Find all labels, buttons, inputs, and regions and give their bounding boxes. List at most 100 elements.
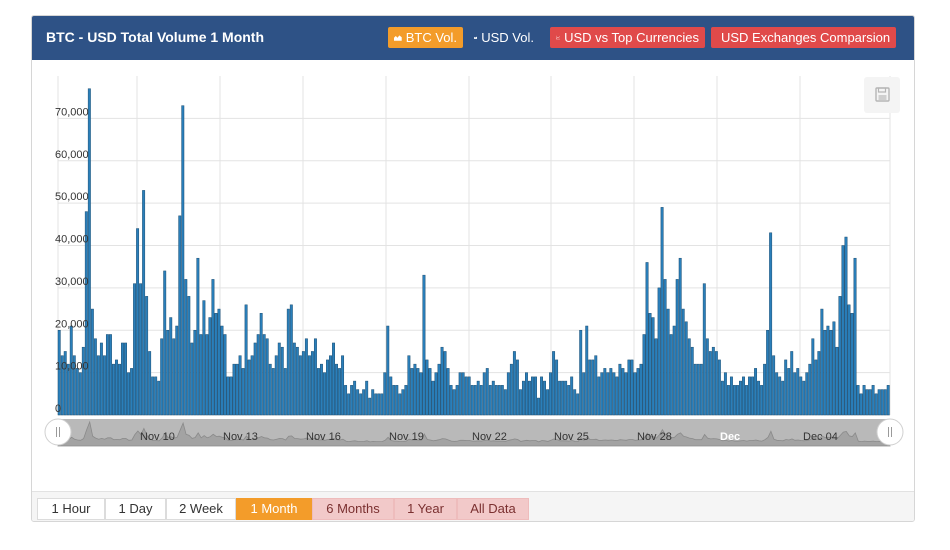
volume-bar[interactable] xyxy=(751,376,754,416)
volume-bar[interactable] xyxy=(470,385,474,416)
volume-bar[interactable] xyxy=(75,368,79,416)
volume-bar[interactable] xyxy=(365,380,369,416)
volume-bar[interactable] xyxy=(805,372,809,416)
volume-bar[interactable] xyxy=(87,88,91,416)
volume-bar[interactable] xyxy=(850,313,854,416)
volume-bar[interactable] xyxy=(651,317,655,416)
volume-bar[interactable] xyxy=(335,363,338,416)
volume-bar[interactable] xyxy=(404,385,408,416)
volume-bar[interactable] xyxy=(109,334,112,416)
volume-bar[interactable] xyxy=(262,334,266,416)
volume-bar[interactable] xyxy=(205,334,209,416)
volume-bar[interactable] xyxy=(528,380,531,416)
volume-bar[interactable] xyxy=(654,338,658,416)
volume-bar[interactable] xyxy=(684,321,688,416)
volume-bar[interactable] xyxy=(521,380,525,416)
volume-bar[interactable] xyxy=(142,190,146,416)
volume-bar[interactable] xyxy=(564,380,568,416)
volume-bar[interactable] xyxy=(289,304,293,416)
navigator-left-handle[interactable] xyxy=(44,418,72,446)
volume-bar[interactable] xyxy=(669,334,673,416)
volume-bar[interactable] xyxy=(790,351,794,416)
volume-bar[interactable] xyxy=(139,283,143,416)
volume-bar[interactable] xyxy=(413,363,417,416)
volume-bar[interactable] xyxy=(69,325,73,416)
volume-bar[interactable] xyxy=(467,376,471,416)
volume-bar[interactable] xyxy=(118,363,121,416)
volume-bar[interactable] xyxy=(256,334,260,416)
volume-bar[interactable] xyxy=(720,380,724,416)
volume-bar[interactable] xyxy=(368,397,372,416)
volume-bar[interactable] xyxy=(639,363,643,416)
volume-bar[interactable] xyxy=(754,368,758,416)
volume-bar[interactable] xyxy=(760,385,764,416)
volume-bar[interactable] xyxy=(217,308,221,416)
volume-bar[interactable] xyxy=(531,376,534,416)
volume-bar[interactable] xyxy=(841,245,845,416)
volume-bar[interactable] xyxy=(214,313,218,416)
volume-bar[interactable] xyxy=(452,389,456,416)
volume-bar[interactable] xyxy=(708,351,712,416)
volume-bar[interactable] xyxy=(491,380,495,416)
volume-bar[interactable] xyxy=(301,351,305,416)
volume-bar[interactable] xyxy=(570,376,574,416)
volume-bar[interactable] xyxy=(389,376,393,416)
volume-bar[interactable] xyxy=(172,338,176,416)
volume-bar[interactable] xyxy=(238,355,242,416)
volume-bar[interactable] xyxy=(585,325,589,416)
volume-bar[interactable] xyxy=(259,313,263,416)
volume-bar[interactable] xyxy=(880,389,884,416)
volume-bar[interactable] xyxy=(714,351,718,416)
volume-bar[interactable] xyxy=(811,338,815,416)
volume-bar[interactable] xyxy=(127,372,130,416)
volume-bar[interactable] xyxy=(121,342,124,416)
volume-bar[interactable] xyxy=(636,368,640,416)
volume-bar[interactable] xyxy=(232,363,236,416)
volume-bar[interactable] xyxy=(546,389,550,416)
volume-bar[interactable] xyxy=(660,207,664,416)
volume-bar[interactable] xyxy=(356,389,360,416)
volume-bar[interactable] xyxy=(313,338,317,416)
volume-bar[interactable] xyxy=(461,372,465,416)
volume-bar[interactable] xyxy=(597,376,601,416)
volume-bar[interactable] xyxy=(829,330,833,416)
range-1-hour-button[interactable]: 1 Hour xyxy=(37,498,105,520)
volume-bar[interactable] xyxy=(500,385,504,416)
volume-bar[interactable] xyxy=(696,363,700,416)
volume-bar[interactable] xyxy=(757,380,761,416)
volume-bar[interactable] xyxy=(160,338,164,416)
volume-bar[interactable] xyxy=(323,372,326,416)
volume-bar[interactable] xyxy=(383,372,387,416)
volume-bar[interactable] xyxy=(473,385,477,416)
volume-bar[interactable] xyxy=(310,351,314,416)
usd-exchanges-comparison-button[interactable]: USD Exchanges Comparsion xyxy=(711,27,896,48)
volume-bar[interactable] xyxy=(681,308,685,416)
volume-bar[interactable] xyxy=(766,330,770,416)
volume-bar[interactable] xyxy=(353,380,357,416)
volume-bar[interactable] xyxy=(723,372,727,416)
volume-bar[interactable] xyxy=(835,346,839,416)
volume-bar[interactable] xyxy=(552,351,556,416)
volume-bar[interactable] xyxy=(359,393,363,416)
volume-bar[interactable] xyxy=(645,262,649,416)
volume-bar[interactable] xyxy=(347,393,351,416)
volume-bar[interactable] xyxy=(729,376,733,416)
volume-bar[interactable] xyxy=(178,215,182,416)
volume-bar[interactable] xyxy=(320,363,323,416)
volume-bar[interactable] xyxy=(464,376,468,416)
volume-bar[interactable] xyxy=(488,385,492,416)
usd-volume-button[interactable]: USD Vol. xyxy=(468,27,540,48)
volume-bar[interactable] xyxy=(558,380,562,416)
volume-bar[interactable] xyxy=(422,274,426,416)
volume-bar[interactable] xyxy=(862,385,866,416)
volume-bar[interactable] xyxy=(705,338,709,416)
volume-bar[interactable] xyxy=(102,355,106,416)
volume-bar[interactable] xyxy=(371,389,375,416)
volume-bar[interactable] xyxy=(362,389,366,416)
volume-bar[interactable] xyxy=(166,330,170,416)
volume-bar[interactable] xyxy=(458,372,462,416)
volume-bar[interactable] xyxy=(865,389,869,416)
volume-bar[interactable] xyxy=(838,296,842,416)
volume-bar[interactable] xyxy=(476,380,480,416)
volume-bar[interactable] xyxy=(374,393,378,416)
